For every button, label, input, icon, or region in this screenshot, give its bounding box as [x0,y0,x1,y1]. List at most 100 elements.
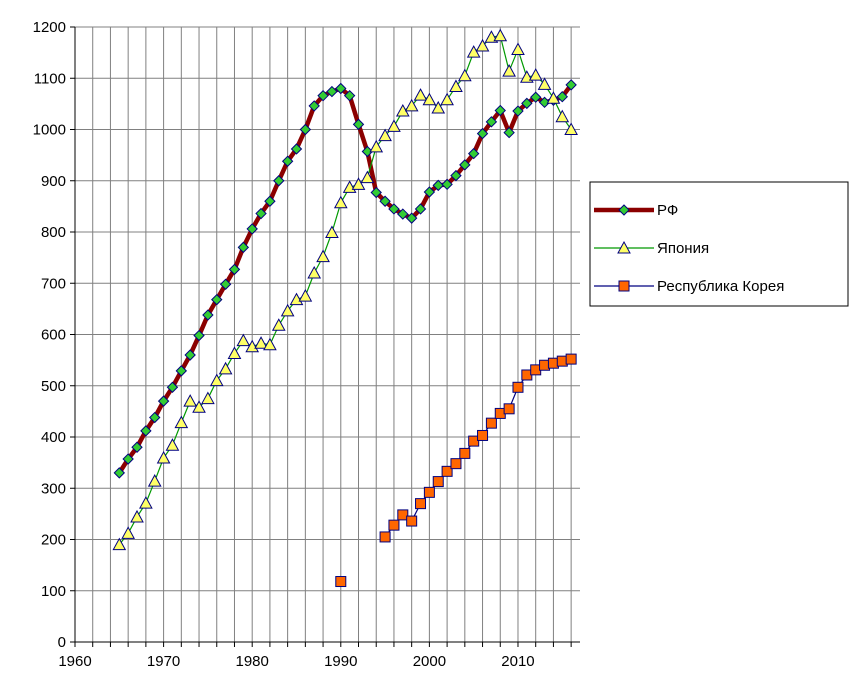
data-point-japan [422,92,437,106]
y-tick-label: 400 [41,429,66,446]
data-point-korea [468,435,480,447]
data-point-rf [405,212,418,224]
series-rf [113,79,577,479]
data-point-japan [449,79,463,92]
data-point-japan [165,438,180,451]
data-point-rf [317,89,329,102]
data-point-japan [431,100,446,114]
data-point-japan [546,91,561,104]
data-point-korea [450,458,462,470]
data-point-rf [193,329,205,342]
data-point-korea [388,519,400,531]
data-point-korea [406,515,418,527]
data-point-rf [140,425,152,437]
data-point-japan [537,77,552,90]
y-tick-label: 300 [41,480,66,497]
data-point-japan [218,361,233,375]
data-point-rf [529,91,542,103]
data-point-japan [201,391,215,405]
x-tick-label: 1990 [324,653,357,670]
data-point-rf [219,278,232,290]
data-point-rf [556,90,568,103]
legend: РФ Япония Республика Корея [589,181,849,307]
x-tick-label: 2000 [413,653,446,670]
data-point-korea [432,476,444,488]
legend-box [589,181,849,307]
legend-label: Япония [657,240,709,257]
data-point-japan [475,38,490,52]
data-point-japan [139,496,153,509]
x-tick-label: 1980 [236,653,269,670]
data-point-japan [351,177,366,190]
data-point-japan [555,109,570,123]
data-point-rf [175,365,188,377]
data-point-japan [271,318,286,331]
data-point-japan [387,119,401,132]
data-point-rf [343,89,356,102]
data-point-korea [397,509,409,521]
data-point-japan [369,139,384,153]
data-point-japan [112,537,127,551]
data-point-japan [156,450,171,464]
y-tick-label: 100 [41,583,66,600]
data-point-korea [477,429,489,441]
data-point-rf [184,349,196,361]
series-japan [112,28,578,551]
data-point-japan [121,526,136,539]
data-point-korea [441,465,453,477]
data-point-japan [457,68,472,82]
data-point-rf [565,79,577,91]
y-tick-label: 900 [41,173,66,190]
x-tick-label: 2010 [501,653,534,670]
data-point-rf [432,179,444,192]
data-point-korea [335,576,347,588]
data-point-rf [388,203,400,215]
data-point-rf [423,186,436,198]
data-point-rf [166,381,179,393]
data-point-rf [485,116,498,128]
data-point-japan [413,88,428,101]
data-point-rf [308,100,320,112]
data-point-korea [503,403,515,415]
y-tick-label: 1100 [34,70,66,87]
data-point-japan [245,339,260,353]
data-point-japan [502,64,516,77]
data-point-japan [130,509,144,523]
data-point-japan [360,170,375,184]
legend-swatch-marker [618,280,630,292]
data-point-japan [333,195,348,209]
data-point-rf [264,195,276,207]
data-point-korea [423,486,435,498]
y-tick-label: 1200 [33,19,66,36]
data-point-rf [211,293,223,306]
data-point-rf [237,241,250,254]
y-tick-label: 800 [41,224,66,241]
data-point-japan [378,128,392,142]
legend-item-korea: Республика Корея [594,278,784,295]
data-point-rf [370,186,382,199]
y-tick-label: 200 [41,532,66,549]
data-point-rf [450,169,462,182]
data-point-rf [149,411,161,424]
data-point-japan [316,249,330,263]
data-point-rf [361,145,374,158]
data-point-rf [476,127,489,140]
data-point-rf [494,104,506,117]
data-point-japan [440,92,454,106]
legend-item-japan: Япония [594,240,709,257]
data-point-japan [528,68,543,81]
data-point-rf [335,82,347,95]
y-tick-label: 500 [41,378,66,395]
data-point-japan [209,373,224,387]
data-point-rf [352,118,365,131]
data-point-japan [511,42,525,56]
data-point-japan [236,333,251,347]
series-korea [335,353,577,588]
data-point-japan [289,292,304,306]
y-tick-label: 700 [41,275,66,292]
data-point-japan [493,28,508,42]
legend-swatch-marker [618,204,630,216]
data-point-japan [147,474,162,487]
data-point-rf [255,207,267,220]
